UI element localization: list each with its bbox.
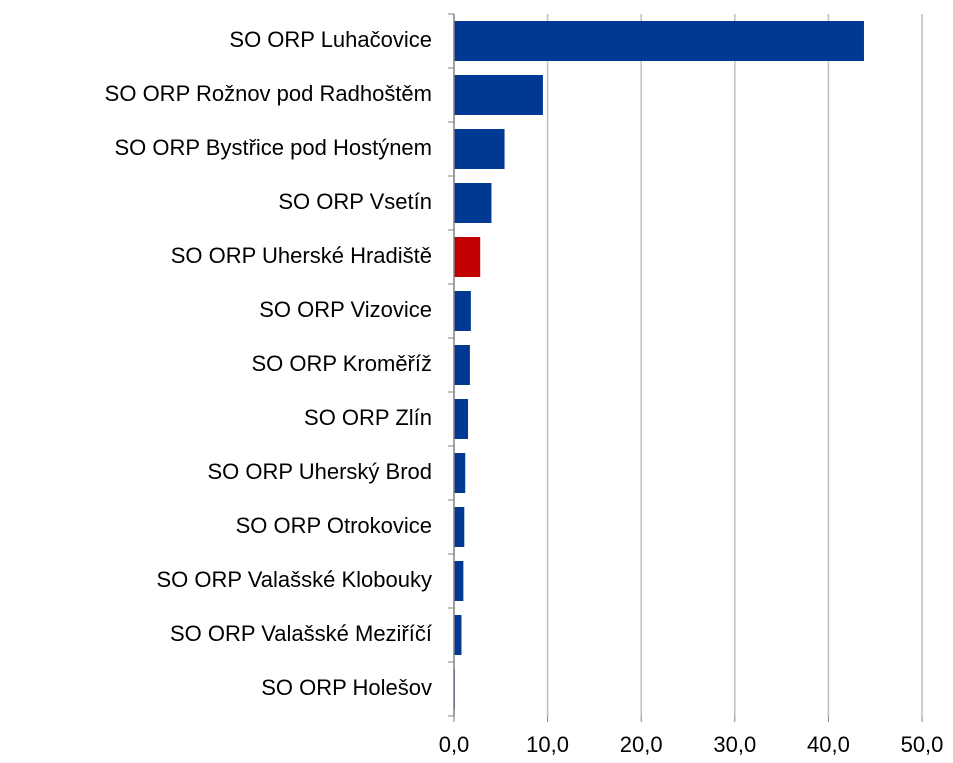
x-tick-label: 50,0 <box>901 732 944 757</box>
y-tick-label: SO ORP Zlín <box>304 405 432 430</box>
bar <box>454 345 470 385</box>
bar <box>454 75 543 115</box>
bar <box>454 291 471 331</box>
y-tick-label: SO ORP Vsetín <box>278 189 432 214</box>
bar <box>454 507 465 547</box>
y-tick-label: SO ORP Rožnov pod Radhoštěm <box>105 81 432 106</box>
y-tick-label: SO ORP Luhačovice <box>229 27 432 52</box>
y-tick-label: SO ORP Uherské Hradiště <box>171 243 432 268</box>
bar <box>454 183 492 223</box>
y-tick-label: SO ORP Valašské Meziříčí <box>170 621 432 646</box>
y-tick-label: SO ORP Kroměříž <box>251 351 432 376</box>
bar <box>454 21 864 61</box>
y-tick-label: SO ORP Holešov <box>261 675 432 700</box>
bar <box>454 453 466 493</box>
x-tick-label: 30,0 <box>713 732 756 757</box>
y-tick-label: SO ORP Valašské Klobouky <box>156 567 432 592</box>
bar <box>454 237 481 277</box>
y-tick-label: SO ORP Bystřice pod Hostýnem <box>115 135 433 160</box>
x-tick-label: 40,0 <box>807 732 850 757</box>
y-tick-label: SO ORP Uherský Brod <box>207 459 432 484</box>
bar <box>454 561 464 601</box>
x-tick-label: 0,0 <box>439 732 470 757</box>
y-tick-label: SO ORP Vizovice <box>259 297 432 322</box>
bar <box>454 129 505 169</box>
x-tick-label: 20,0 <box>620 732 663 757</box>
x-tick-label: 10,0 <box>526 732 569 757</box>
bar <box>454 399 469 439</box>
bar <box>454 615 462 655</box>
y-tick-label: SO ORP Otrokovice <box>236 513 432 538</box>
